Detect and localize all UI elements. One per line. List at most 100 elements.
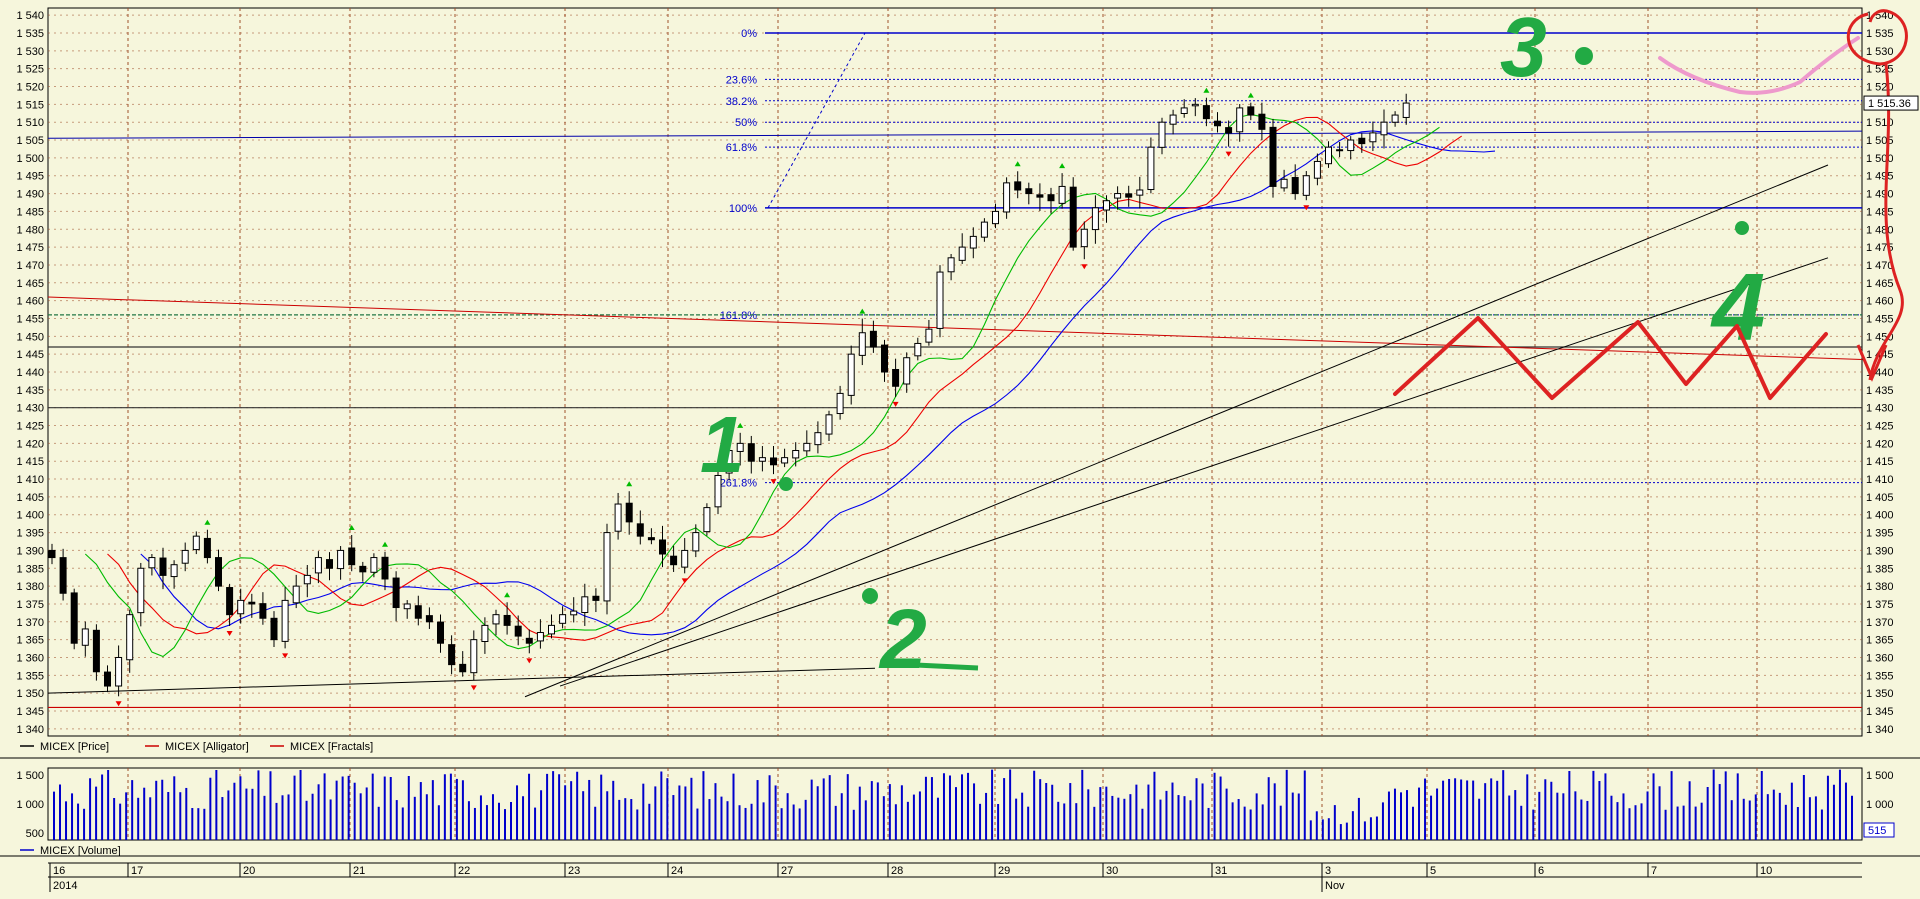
candle-body <box>1114 193 1122 199</box>
candle <box>1047 187 1055 214</box>
y-tick-label-right: 1 480 <box>1866 224 1894 236</box>
y-tick-label-left: 1 375 <box>16 599 44 611</box>
candle-body <box>92 629 100 673</box>
candle <box>492 609 500 636</box>
candle-body <box>1269 126 1277 187</box>
candle-body <box>803 442 811 452</box>
candle <box>281 586 289 649</box>
candle-body <box>747 443 755 462</box>
candle-body <box>470 639 478 674</box>
candle <box>625 491 633 535</box>
y-tick-label-left: 1 400 <box>16 510 44 522</box>
x-sublabel: 2014 <box>53 880 77 892</box>
candle <box>1336 141 1344 158</box>
x-tick-label: 10 <box>1760 865 1772 877</box>
y-tick-label-right: 1 510 <box>1866 117 1894 129</box>
last-price-label: 1 515.36 <box>1868 98 1911 110</box>
candle-body <box>692 532 700 552</box>
candle-body <box>437 621 444 644</box>
long-blue-line <box>47 130 1863 139</box>
candle <box>559 606 567 629</box>
candle-body <box>1258 113 1266 130</box>
y-tick-label-left: 1 430 <box>16 403 44 415</box>
fib-level-label: 0% <box>741 28 757 40</box>
candle-body <box>936 271 944 329</box>
last-price-box <box>1863 95 1919 111</box>
candle-body <box>1247 106 1255 116</box>
y-tick-label-left: 1 340 <box>16 724 44 736</box>
fractal-down-marker <box>470 685 477 691</box>
candle-body <box>414 605 422 619</box>
candle <box>1180 99 1188 118</box>
volume-last-label: 515 <box>1868 825 1886 837</box>
y-tick-label-right: 1 435 <box>1866 385 1894 397</box>
fractals <box>115 87 1310 707</box>
candle <box>1225 120 1233 147</box>
candle <box>159 547 167 590</box>
y-tick-label-right: 1 475 <box>1866 242 1894 254</box>
y-tick-label-right: 1 470 <box>1866 260 1894 272</box>
y-tick-label-right: 1 370 <box>1866 617 1894 629</box>
candle <box>215 549 222 592</box>
candle <box>1347 136 1355 160</box>
candle-body <box>659 539 666 555</box>
candle <box>1114 186 1122 210</box>
candle <box>636 510 644 545</box>
candle-body <box>159 557 167 576</box>
annotation-dot <box>779 477 793 491</box>
annotation-number: 4 <box>1710 254 1765 361</box>
y-tick-label-left: 1 395 <box>16 528 44 540</box>
candle-body <box>492 614 500 625</box>
y-tick-label-left: 1 520 <box>16 82 44 94</box>
candle <box>48 543 56 565</box>
candle-body <box>326 559 333 569</box>
y-tick-label-left: 1 505 <box>16 135 44 147</box>
fib-level-label: 161.8% <box>720 310 758 322</box>
y-tick-label-left: 1 470 <box>16 260 44 272</box>
y-tick-label-right: 1 380 <box>1866 581 1894 593</box>
candle <box>825 410 833 441</box>
candle <box>414 595 422 626</box>
candle-body <box>1214 120 1221 127</box>
fib-level-label: 38.2% <box>726 96 757 108</box>
y-tick-label-right: 1 400 <box>1866 510 1894 522</box>
candle <box>714 461 722 515</box>
annotation-number: 1 <box>700 400 745 489</box>
candle <box>647 528 655 545</box>
x-tick-label: 29 <box>998 865 1010 877</box>
y-tick-label-left: 1 475 <box>16 242 44 254</box>
candle-body <box>858 332 866 356</box>
legend-label: MICEX [Volume] <box>40 845 121 857</box>
candle <box>1136 176 1144 209</box>
candle-body <box>1047 194 1055 202</box>
candle <box>381 551 389 591</box>
candle-body <box>248 601 256 605</box>
y-tick-label-right: 1 495 <box>1866 171 1894 183</box>
candle <box>1391 111 1399 127</box>
x-sublabel: Nov <box>1325 880 1345 892</box>
fractal-down-marker <box>226 630 233 636</box>
candle <box>548 614 555 639</box>
candle-body <box>670 555 678 566</box>
annotation-red-loop <box>1846 9 1908 381</box>
x-tick-label: 24 <box>671 865 683 877</box>
fractal-up-marker <box>859 308 866 314</box>
y-tick-label-left: 1 350 <box>16 688 44 700</box>
x-axis: 16 17 20 21 22 23 24 27 28 29 30 31 3 5 6 7 10 2014 Nov <box>48 862 1862 892</box>
candle <box>1291 164 1299 200</box>
annotation-dot <box>1735 221 1749 235</box>
fib-level-label: 261.8% <box>720 478 758 490</box>
candle <box>115 645 123 697</box>
candle-body <box>403 603 411 610</box>
fractal-down-marker <box>681 578 688 584</box>
x-tick-label: 22 <box>458 865 470 877</box>
candle-body <box>1058 185 1066 204</box>
candle-body <box>1225 127 1233 134</box>
candle-body <box>1347 139 1355 152</box>
fib-level-label: 23.6% <box>726 74 757 86</box>
legend-label: MICEX [Alligator] <box>165 741 249 753</box>
y-tick-label-left: 1 465 <box>16 278 44 290</box>
y-tick-label-left: 1 450 <box>16 331 44 343</box>
